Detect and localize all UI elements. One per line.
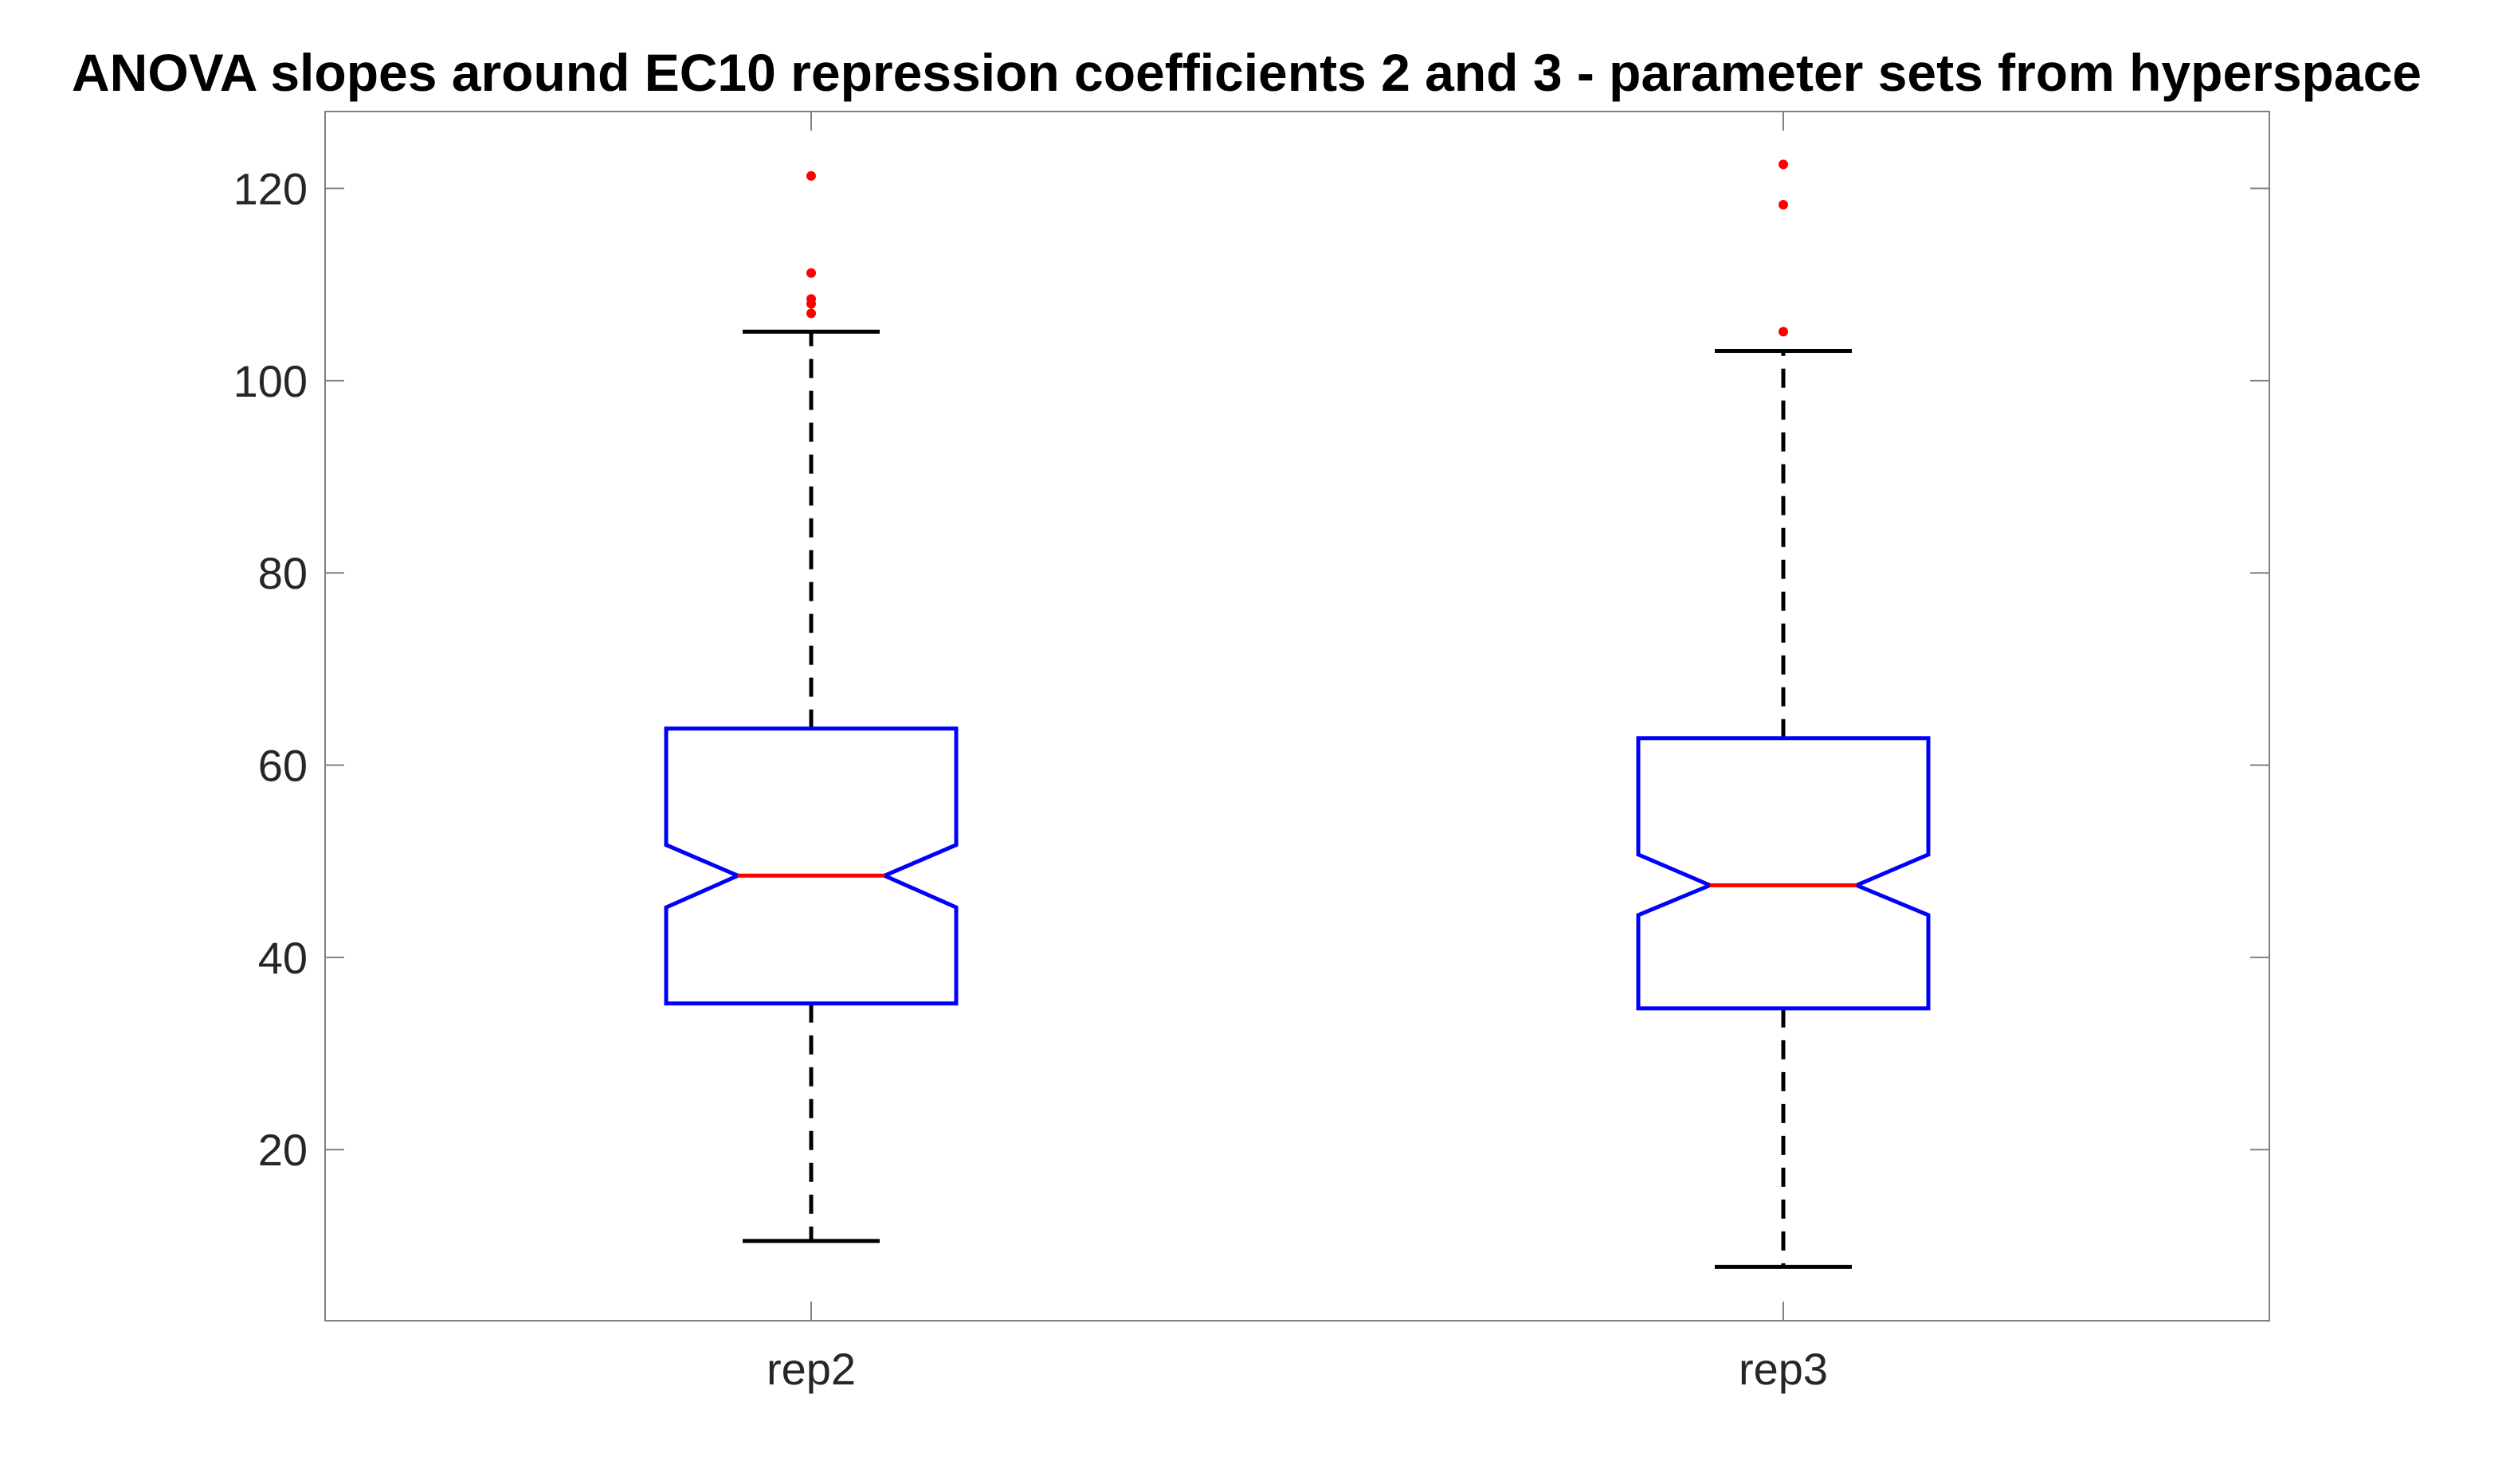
outlier-point	[1779, 159, 1788, 170]
axis-ticks: 20 40 60 80 100 120 rep2 rep3	[233, 112, 2269, 1394]
outlier-point	[806, 170, 816, 181]
plot-area	[324, 111, 2270, 1322]
y-tick-label: 20	[258, 1125, 308, 1175]
outlier-point	[806, 268, 816, 278]
box-series	[664, 159, 1931, 1269]
box-rep2	[664, 170, 959, 1243]
outlier-point	[1779, 200, 1788, 210]
chart-title: ANOVA slopes around EC10 repression coef…	[72, 43, 2422, 102]
outlier-point	[1779, 327, 1788, 337]
outlier-point	[806, 308, 816, 319]
box-rep3	[1636, 159, 1931, 1269]
y-tick-label: 120	[233, 164, 308, 214]
y-tick-label: 80	[258, 548, 308, 598]
y-tick-label: 40	[258, 933, 308, 983]
notched-box	[664, 726, 959, 1006]
y-tick-label: 100	[233, 356, 308, 406]
x-tick-label: rep3	[1739, 1344, 1828, 1394]
notched-box	[1636, 736, 1931, 1011]
outlier-point	[806, 294, 816, 304]
x-tick-label: rep2	[767, 1344, 856, 1394]
y-tick-label: 60	[258, 741, 308, 791]
